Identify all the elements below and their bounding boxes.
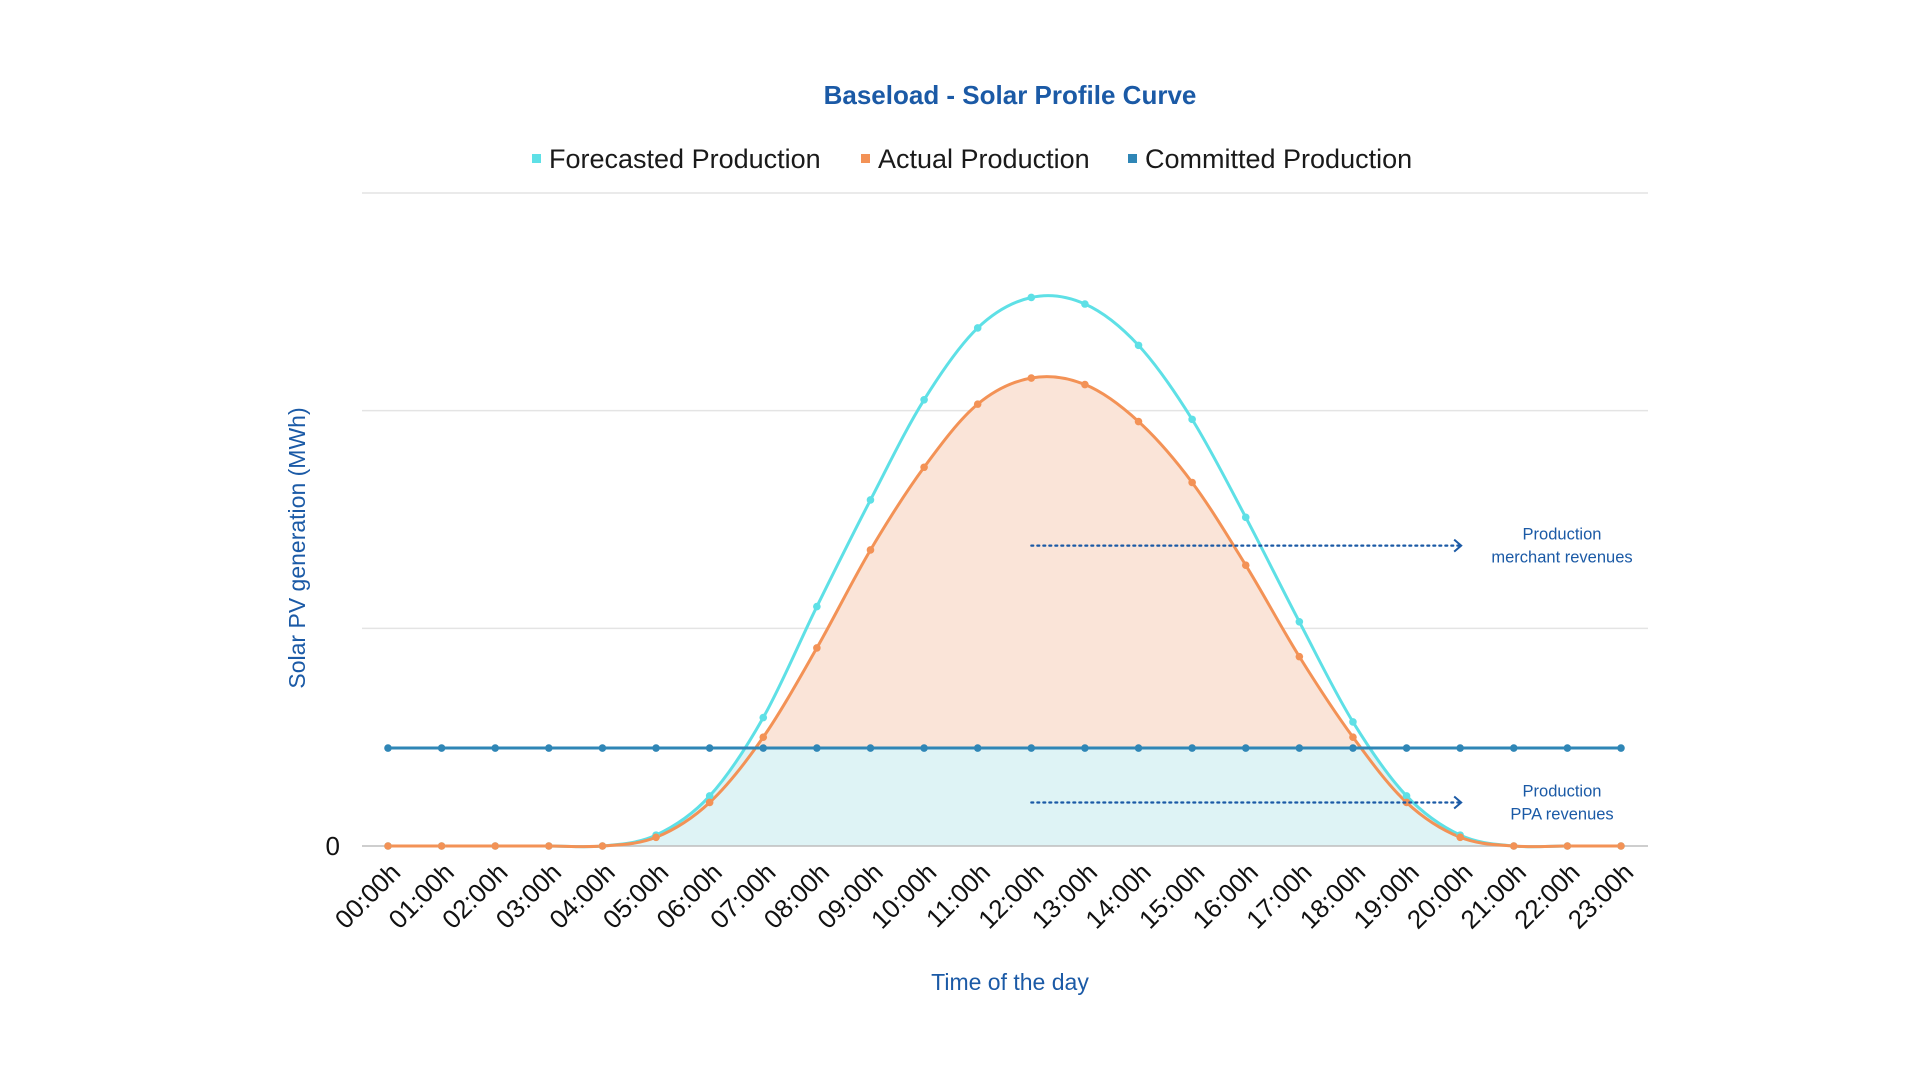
annotations: Production merchant revenues Production PPA… bbox=[1030, 526, 1633, 823]
point-actual-16 bbox=[1241, 561, 1250, 570]
point-actual-23 bbox=[1617, 842, 1625, 850]
point-forecasted-13 bbox=[1081, 300, 1089, 308]
point-forecasted-14 bbox=[1134, 341, 1143, 350]
point-committed-7 bbox=[759, 744, 768, 752]
legend-marker-committed bbox=[1128, 154, 1137, 163]
point-actual-17 bbox=[1295, 652, 1304, 661]
point-actual-8 bbox=[813, 644, 821, 652]
merchant-revenue-area bbox=[755, 376, 1361, 749]
point-actual-2 bbox=[491, 842, 500, 850]
point-committed-16 bbox=[1241, 744, 1250, 752]
point-actual-3 bbox=[545, 842, 553, 850]
point-committed-2 bbox=[491, 744, 500, 752]
x-tick-labels: 00:00h01:00h02:00h03:00h04:00h05:00h06:0… bbox=[329, 857, 1639, 934]
legend-label-forecasted: Forecasted Production bbox=[549, 144, 821, 174]
series-points bbox=[384, 293, 1625, 850]
point-actual-7 bbox=[759, 733, 768, 741]
point-committed-1 bbox=[437, 744, 446, 752]
point-committed-11 bbox=[973, 744, 982, 752]
point-committed-18 bbox=[1349, 744, 1357, 752]
point-committed-0 bbox=[384, 744, 392, 752]
point-actual-14 bbox=[1134, 417, 1143, 426]
point-committed-13 bbox=[1081, 744, 1089, 752]
annotation-label-merchant: Production bbox=[1523, 526, 1602, 544]
point-forecasted-17 bbox=[1295, 618, 1304, 626]
point-forecasted-19 bbox=[1402, 792, 1411, 800]
series-lines bbox=[388, 294, 1621, 849]
point-actual-22 bbox=[1563, 842, 1572, 850]
point-forecasted-16 bbox=[1241, 513, 1250, 522]
point-committed-22 bbox=[1563, 744, 1572, 752]
ppa-revenue-area bbox=[602, 748, 1514, 846]
point-committed-21 bbox=[1509, 744, 1518, 752]
point-committed-5 bbox=[652, 744, 660, 752]
point-actual-15 bbox=[1188, 478, 1196, 487]
point-forecasted-9 bbox=[866, 496, 875, 504]
annotation-label-ppa: Production bbox=[1523, 782, 1602, 800]
point-forecasted-10 bbox=[920, 395, 928, 404]
chart-title: Baseload - Solar Profile Curve bbox=[824, 80, 1197, 110]
x-axis-title: Time of the day bbox=[931, 969, 1089, 995]
point-actual-1 bbox=[437, 842, 446, 850]
point-committed-8 bbox=[813, 744, 821, 752]
annotation-label-ppa: PPA revenues bbox=[1510, 805, 1613, 823]
point-actual-18 bbox=[1349, 733, 1357, 741]
legend-label-actual: Actual Production bbox=[878, 144, 1090, 174]
point-committed-12 bbox=[1027, 744, 1036, 752]
point-actual-13 bbox=[1081, 380, 1089, 389]
point-committed-3 bbox=[545, 744, 553, 752]
point-actual-12 bbox=[1027, 374, 1036, 382]
legend-marker-forecasted bbox=[532, 154, 541, 163]
point-committed-23 bbox=[1617, 744, 1625, 752]
line-actual-production bbox=[388, 375, 1621, 849]
point-forecasted-6 bbox=[705, 792, 714, 800]
point-forecasted-15 bbox=[1188, 415, 1196, 424]
point-actual-19 bbox=[1402, 798, 1411, 807]
point-committed-14 bbox=[1134, 744, 1143, 752]
point-actual-11 bbox=[973, 400, 982, 408]
point-actual-4 bbox=[598, 842, 607, 850]
point-actual-20 bbox=[1456, 833, 1464, 842]
point-committed-20 bbox=[1456, 744, 1464, 752]
point-committed-15 bbox=[1188, 744, 1196, 752]
point-forecasted-18 bbox=[1349, 718, 1357, 726]
y-axis-title: Solar PV generation (MWh) bbox=[284, 407, 310, 688]
point-actual-10 bbox=[920, 463, 928, 472]
point-committed-10 bbox=[920, 744, 928, 752]
annotation-arrowhead-merchant bbox=[1453, 538, 1463, 553]
point-forecasted-7 bbox=[759, 713, 768, 722]
point-committed-17 bbox=[1295, 744, 1304, 752]
point-actual-21 bbox=[1509, 842, 1518, 850]
y-tick-label: 0 bbox=[326, 831, 340, 861]
point-committed-9 bbox=[866, 744, 875, 752]
annotation-arrowhead-ppa bbox=[1453, 795, 1463, 810]
legend-marker-actual bbox=[861, 154, 870, 163]
point-actual-9 bbox=[866, 546, 875, 554]
legend: Forecasted Production Actual Production … bbox=[532, 144, 1412, 174]
point-actual-0 bbox=[384, 842, 392, 850]
point-actual-6 bbox=[705, 798, 714, 807]
point-committed-6 bbox=[705, 744, 714, 752]
point-committed-4 bbox=[598, 744, 607, 752]
annotation-label-merchant: merchant revenues bbox=[1491, 549, 1632, 567]
point-forecasted-12 bbox=[1027, 293, 1036, 302]
point-forecasted-11 bbox=[973, 324, 982, 332]
legend-label-committed: Committed Production bbox=[1145, 144, 1412, 174]
point-forecasted-8 bbox=[813, 602, 821, 611]
area-fills bbox=[602, 376, 1514, 846]
point-actual-5 bbox=[652, 833, 660, 842]
point-committed-19 bbox=[1402, 744, 1411, 752]
